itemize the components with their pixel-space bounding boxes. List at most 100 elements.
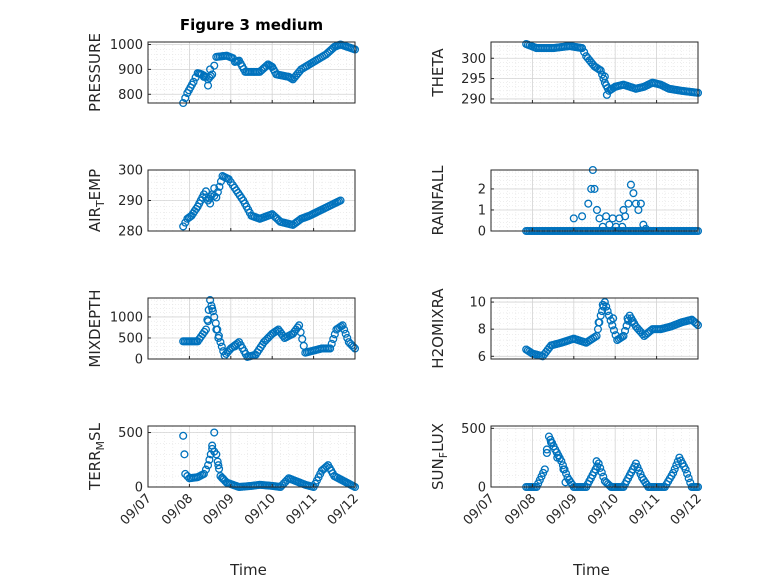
data-point: [210, 428, 219, 437]
data-point: [208, 441, 217, 450]
y-tick-label: 8: [478, 323, 486, 338]
data-point: [559, 465, 568, 474]
y-tick-label: 1000: [110, 310, 143, 325]
data-point: [349, 342, 358, 351]
data-point: [629, 189, 638, 198]
data-point: [336, 196, 345, 205]
data-point: [212, 193, 221, 202]
data-point: [561, 478, 570, 487]
data-point: [584, 199, 593, 208]
subplot-mixdepth: 0 500 1000 MIXDEPTH: [86, 289, 360, 368]
data-point: [203, 317, 213, 326]
subplot-rainfall: 0 1 2 RAINFALL: [429, 165, 703, 240]
data-point: [624, 199, 633, 208]
data-point: [546, 438, 556, 447]
y-tick-label: 1000: [110, 38, 143, 53]
y-tick-label: 290: [461, 92, 486, 107]
data-point: [594, 459, 603, 468]
data-point: [609, 326, 619, 335]
data-point: [215, 464, 224, 473]
data-point: [210, 184, 219, 193]
data-point: [641, 224, 650, 233]
y-tick-label: 290: [118, 194, 143, 209]
y-axis-label: AIRTEMP: [86, 169, 107, 232]
data-point: [598, 300, 607, 309]
data-point: [619, 205, 628, 215]
data-point: [602, 90, 611, 99]
data-point: [201, 465, 211, 474]
data-point: [181, 93, 190, 103]
data-point: [216, 338, 225, 347]
data-point: [201, 325, 211, 334]
data-point: [692, 319, 701, 328]
data-point: [218, 474, 227, 483]
data-point: [558, 461, 567, 470]
data-point: [230, 342, 239, 351]
axes-box: [147, 297, 356, 360]
data-point: [618, 222, 627, 231]
y-tick-label: 1: [478, 203, 486, 218]
y-tick-label: 300: [461, 52, 486, 67]
data-point: [203, 461, 213, 470]
data-point: [636, 199, 645, 208]
axes-box: [490, 425, 699, 488]
data-point: [189, 77, 198, 86]
data-point: [214, 461, 223, 470]
y-tick-label: 500: [461, 422, 486, 437]
data-point: [607, 84, 616, 93]
data-point: [205, 455, 214, 464]
data-point: [340, 325, 349, 334]
data-point: [681, 465, 690, 474]
subplot-h2omixra: 6 8 10 H2OMIXRA: [429, 288, 703, 369]
data-point: [199, 72, 208, 81]
plot-area: [491, 42, 698, 103]
y-axis-label: H2OMIXRA: [429, 288, 447, 369]
y-tick-label: 0: [478, 481, 486, 496]
data-point: [578, 44, 587, 53]
y-tick-label: 280: [118, 225, 143, 240]
y-tick-label: 0: [478, 225, 486, 240]
data-point: [208, 70, 217, 79]
data-point: [596, 463, 605, 472]
plot-area: [148, 426, 355, 487]
axes-box: [490, 41, 699, 104]
data-point: [600, 72, 609, 81]
data-point: [669, 468, 678, 477]
y-axis-label: SUNFLUX: [429, 423, 450, 490]
y-axis-label: PRESSURE: [86, 33, 104, 112]
data-point: [326, 344, 335, 353]
y-axis-label: MIXDEPTH: [86, 289, 104, 367]
data-point: [592, 205, 602, 215]
subplot-theta: 290 295 300 THETA: [429, 39, 703, 107]
data-point: [214, 333, 223, 343]
data-point: [596, 66, 605, 75]
data-point: [590, 184, 599, 193]
data-point: [683, 469, 692, 478]
data-point: [639, 220, 648, 229]
axes-box: [490, 169, 699, 232]
data-point: [626, 180, 635, 189]
y-tick-label: 500: [118, 426, 143, 441]
data-point: [609, 314, 618, 323]
axes-box: [490, 297, 699, 360]
data-point: [212, 450, 221, 459]
data-point: [587, 184, 596, 193]
y-axis-label: THETA: [429, 48, 447, 98]
data-point: [208, 304, 217, 313]
data-point: [553, 453, 562, 462]
data-point: [215, 182, 224, 191]
data-point: [599, 74, 608, 83]
data-point: [578, 212, 587, 221]
x-axis-label: Time: [229, 561, 267, 579]
data-point: [594, 318, 603, 327]
figure-title: Figure 3 medium: [180, 16, 323, 34]
data-point: [603, 307, 612, 316]
data-point: [329, 334, 338, 344]
data-point: [540, 465, 549, 474]
y-tick-label: 900: [118, 63, 143, 78]
data-point: [199, 469, 208, 478]
subplot-air-temp: 280 290 300 AIRTEMP: [86, 164, 356, 240]
data-point: [212, 325, 221, 334]
